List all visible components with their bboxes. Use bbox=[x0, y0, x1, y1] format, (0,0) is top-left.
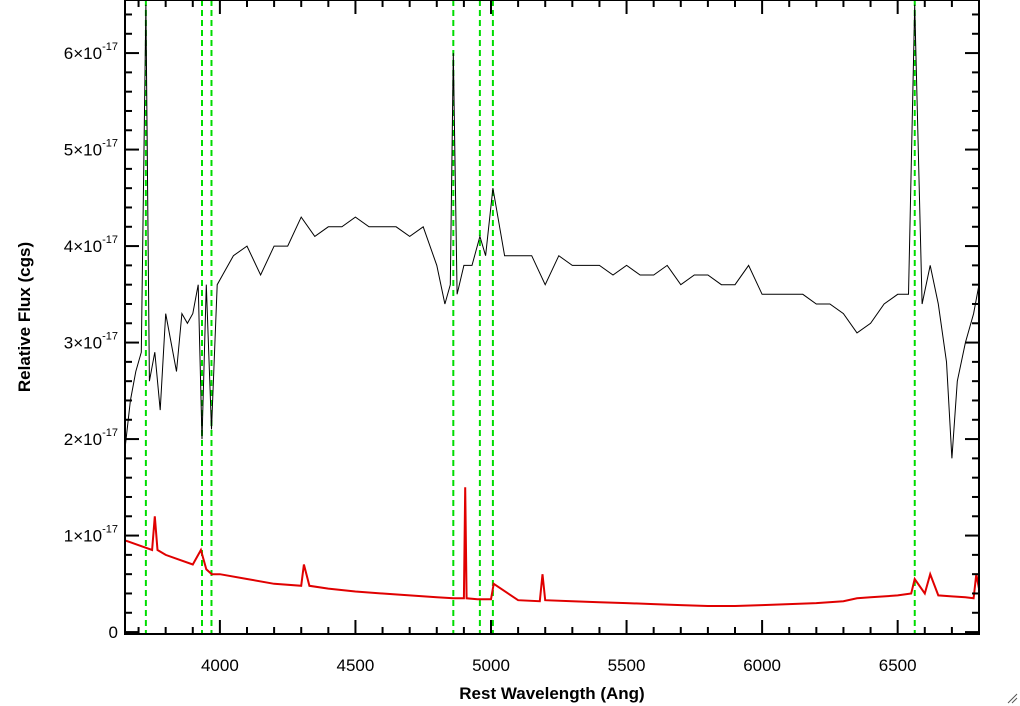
x-tick-label: 5500 bbox=[608, 656, 646, 675]
y-tick-exponent: -17 bbox=[102, 234, 118, 246]
y-tick-label: 1×10-17 bbox=[64, 524, 118, 546]
y-tick-label: 6×10-17 bbox=[64, 41, 118, 63]
y-tick-mantissa: 2×10 bbox=[64, 430, 102, 449]
x-tick-label: 5000 bbox=[472, 656, 510, 675]
y-tick-exponent: -17 bbox=[102, 41, 118, 53]
y-tick-exponent: -17 bbox=[102, 138, 118, 150]
x-axis-label: Rest Wavelength (Ang) bbox=[459, 684, 644, 703]
x-tick-label: 6000 bbox=[743, 656, 781, 675]
resize-grip-icon[interactable] bbox=[1006, 692, 1018, 704]
y-tick-label: 2×10-17 bbox=[64, 427, 118, 449]
y-tick-exponent: -17 bbox=[102, 331, 118, 343]
y-tick-label: 3×10-17 bbox=[64, 331, 118, 353]
spectrum-series-line bbox=[124, 4, 980, 459]
y-tick-mantissa: 6×10 bbox=[64, 44, 102, 63]
y-tick-mantissa: 5×10 bbox=[64, 141, 102, 160]
y-tick-mantissa: 1×10 bbox=[64, 527, 102, 546]
continuum-series-line bbox=[124, 487, 980, 607]
y-tick-label: 0 bbox=[109, 623, 118, 642]
y-tick-exponent: -17 bbox=[102, 427, 118, 439]
y-axis-label: Relative Flux (cgs) bbox=[15, 242, 34, 392]
x-tick-label: 4000 bbox=[201, 656, 239, 675]
y-tick-label: 4×10-17 bbox=[64, 234, 118, 256]
plot-frame bbox=[124, 0, 980, 635]
y-tick-exponent: -17 bbox=[102, 524, 118, 536]
y-tick-label: 5×10-17 bbox=[64, 138, 118, 160]
x-tick-label: 6500 bbox=[879, 656, 917, 675]
x-tick-label: 4500 bbox=[337, 656, 375, 675]
y-tick-mantissa: 4×10 bbox=[64, 237, 102, 256]
y-tick-mantissa: 0 bbox=[109, 623, 118, 642]
y-tick-mantissa: 3×10 bbox=[64, 334, 102, 353]
